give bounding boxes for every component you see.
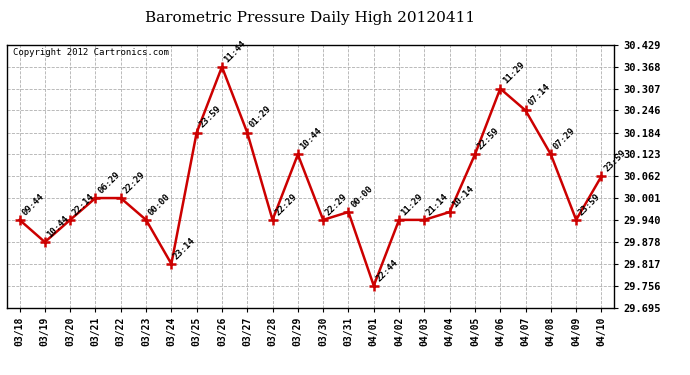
Text: 10:44: 10:44 [299,126,324,152]
Text: 23:59: 23:59 [602,148,627,174]
Text: 11:29: 11:29 [400,192,425,217]
Text: 22:29: 22:29 [273,192,299,217]
Text: 23:59: 23:59 [197,105,223,130]
Text: 09:44: 09:44 [20,192,46,217]
Text: 23:14: 23:14 [172,236,197,261]
Text: Copyright 2012 Cartronics.com: Copyright 2012 Cartronics.com [13,48,169,57]
Text: 22:29: 22:29 [121,170,147,195]
Text: 07:14: 07:14 [526,82,551,108]
Text: 22:14: 22:14 [71,192,96,217]
Text: 06:29: 06:29 [96,170,121,195]
Text: 22:29: 22:29 [324,192,349,217]
Text: 00:00: 00:00 [147,192,172,217]
Text: 22:44: 22:44 [375,258,400,283]
Text: 10:14: 10:14 [451,184,475,209]
Text: 21:14: 21:14 [425,192,451,217]
Text: 07:29: 07:29 [551,126,577,152]
Text: 00:00: 00:00 [349,184,375,209]
Text: 10:44: 10:44 [46,214,71,239]
Text: 11:44: 11:44 [223,39,248,64]
Text: Barometric Pressure Daily High 20120411: Barometric Pressure Daily High 20120411 [146,11,475,25]
Text: 11:29: 11:29 [501,60,526,86]
Text: 23:59: 23:59 [577,192,602,217]
Text: 01:29: 01:29 [248,105,273,130]
Text: 22:59: 22:59 [475,126,501,152]
